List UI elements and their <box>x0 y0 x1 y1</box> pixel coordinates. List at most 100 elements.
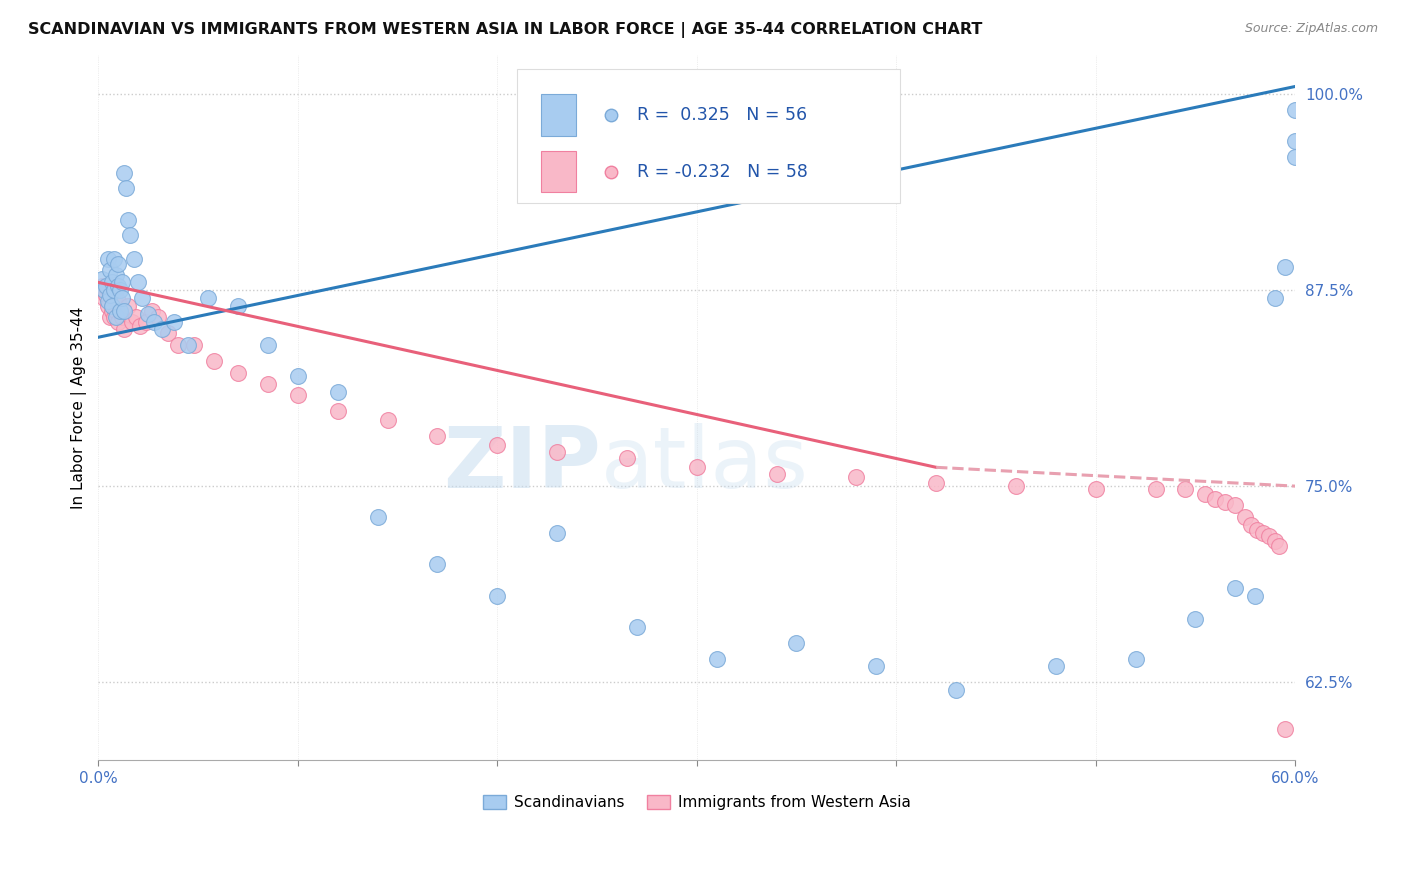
Point <box>105 283 128 297</box>
Point <box>367 510 389 524</box>
Point <box>136 307 159 321</box>
Point <box>163 314 186 328</box>
Point <box>183 338 205 352</box>
Point <box>91 272 114 286</box>
Point <box>326 404 349 418</box>
Point <box>107 314 129 328</box>
Y-axis label: In Labor Force | Age 35-44: In Labor Force | Age 35-44 <box>72 307 87 509</box>
Point <box>546 526 568 541</box>
Point <box>287 369 309 384</box>
Point <box>96 278 118 293</box>
Point <box>1274 722 1296 736</box>
Point <box>1215 495 1237 509</box>
Point <box>1284 134 1306 148</box>
Point <box>326 385 349 400</box>
Point <box>141 303 163 318</box>
Point <box>257 377 280 392</box>
Point <box>1264 533 1286 548</box>
Point <box>845 469 868 483</box>
Point <box>1125 651 1147 665</box>
Point <box>1264 291 1286 305</box>
Point <box>110 303 132 318</box>
Point <box>103 291 125 305</box>
Point <box>1045 659 1067 673</box>
Point <box>129 319 152 334</box>
Point <box>287 388 309 402</box>
Point <box>486 438 509 452</box>
Point <box>150 322 173 336</box>
Point <box>1268 539 1291 553</box>
Point <box>111 291 134 305</box>
Point <box>112 322 135 336</box>
Text: R = -0.232   N = 58: R = -0.232 N = 58 <box>637 162 808 180</box>
Text: atlas: atlas <box>600 423 808 506</box>
Point <box>1246 523 1268 537</box>
Point <box>226 366 249 380</box>
Point <box>377 413 399 427</box>
Point <box>1184 612 1206 626</box>
Point <box>486 589 509 603</box>
Point <box>96 288 118 302</box>
Point <box>1274 260 1296 274</box>
Point <box>110 303 132 318</box>
Point <box>167 338 190 352</box>
Point <box>785 636 807 650</box>
FancyBboxPatch shape <box>517 70 900 203</box>
Point <box>945 682 967 697</box>
Text: Source: ZipAtlas.com: Source: ZipAtlas.com <box>1244 22 1378 36</box>
FancyBboxPatch shape <box>541 95 576 136</box>
Point <box>426 558 449 572</box>
Point <box>686 460 709 475</box>
Point <box>197 291 219 305</box>
Point <box>105 303 128 318</box>
Point <box>1194 487 1216 501</box>
Point <box>131 291 153 305</box>
Point <box>157 326 180 340</box>
Point <box>616 450 638 465</box>
Text: R =  0.325   N = 56: R = 0.325 N = 56 <box>637 106 807 124</box>
Point <box>925 475 948 490</box>
Point <box>1005 479 1028 493</box>
Point <box>1084 482 1107 496</box>
Point <box>101 299 124 313</box>
Point <box>97 299 120 313</box>
Point <box>98 288 121 302</box>
Point <box>121 314 143 328</box>
FancyBboxPatch shape <box>541 151 576 193</box>
Point <box>257 338 280 352</box>
Point <box>1284 150 1306 164</box>
Point <box>107 256 129 270</box>
Point <box>117 212 139 227</box>
Point <box>865 659 887 673</box>
Point <box>112 166 135 180</box>
Point <box>226 299 249 313</box>
Point <box>101 288 124 302</box>
Point <box>107 294 129 309</box>
Legend: Scandinavians, Immigrants from Western Asia: Scandinavians, Immigrants from Western A… <box>477 789 917 816</box>
Point <box>426 429 449 443</box>
Point <box>97 252 120 266</box>
Point <box>97 283 120 297</box>
Point <box>110 283 132 297</box>
Point <box>117 299 139 313</box>
Point <box>111 276 134 290</box>
Point <box>127 276 149 290</box>
Point <box>125 310 148 324</box>
Text: SCANDINAVIAN VS IMMIGRANTS FROM WESTERN ASIA IN LABOR FORCE | AGE 35-44 CORRELAT: SCANDINAVIAN VS IMMIGRANTS FROM WESTERN … <box>28 22 983 38</box>
Point <box>1234 510 1257 524</box>
Point <box>1174 482 1197 496</box>
Point <box>103 310 125 324</box>
Point <box>103 252 125 266</box>
Point <box>148 310 170 324</box>
Point <box>105 310 128 324</box>
Point <box>1240 518 1263 533</box>
Point <box>1244 589 1267 603</box>
Point <box>177 338 200 352</box>
Point <box>202 353 225 368</box>
Point <box>112 303 135 318</box>
Point <box>98 310 121 324</box>
Point <box>98 278 121 293</box>
Point <box>626 620 648 634</box>
Point <box>103 283 125 297</box>
Point <box>1144 482 1167 496</box>
